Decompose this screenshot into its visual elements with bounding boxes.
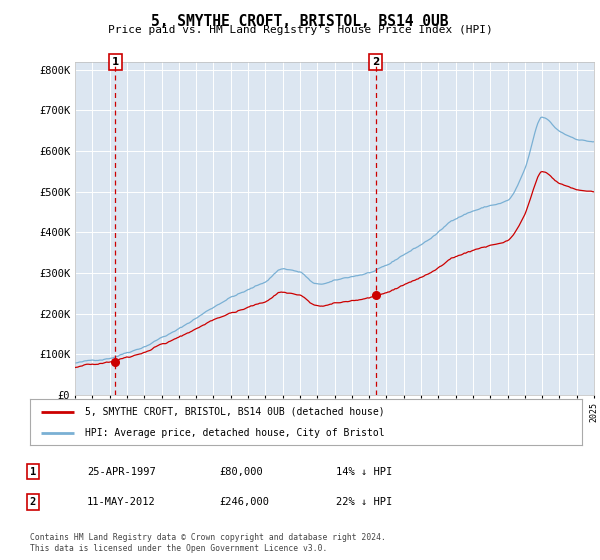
Text: Price paid vs. HM Land Registry's House Price Index (HPI): Price paid vs. HM Land Registry's House … — [107, 25, 493, 35]
Text: £246,000: £246,000 — [219, 497, 269, 507]
Text: 1: 1 — [30, 466, 36, 477]
Text: HPI: Average price, detached house, City of Bristol: HPI: Average price, detached house, City… — [85, 428, 385, 438]
Text: 22% ↓ HPI: 22% ↓ HPI — [336, 497, 392, 507]
Text: 5, SMYTHE CROFT, BRISTOL, BS14 0UB (detached house): 5, SMYTHE CROFT, BRISTOL, BS14 0UB (deta… — [85, 407, 385, 417]
Text: 25-APR-1997: 25-APR-1997 — [87, 466, 156, 477]
Text: 2: 2 — [372, 57, 379, 67]
Text: 11-MAY-2012: 11-MAY-2012 — [87, 497, 156, 507]
Text: 14% ↓ HPI: 14% ↓ HPI — [336, 466, 392, 477]
Text: 2: 2 — [30, 497, 36, 507]
Text: Contains HM Land Registry data © Crown copyright and database right 2024.
This d: Contains HM Land Registry data © Crown c… — [30, 533, 386, 553]
Text: 5, SMYTHE CROFT, BRISTOL, BS14 0UB: 5, SMYTHE CROFT, BRISTOL, BS14 0UB — [151, 14, 449, 29]
Text: £80,000: £80,000 — [219, 466, 263, 477]
Text: 1: 1 — [112, 57, 119, 67]
